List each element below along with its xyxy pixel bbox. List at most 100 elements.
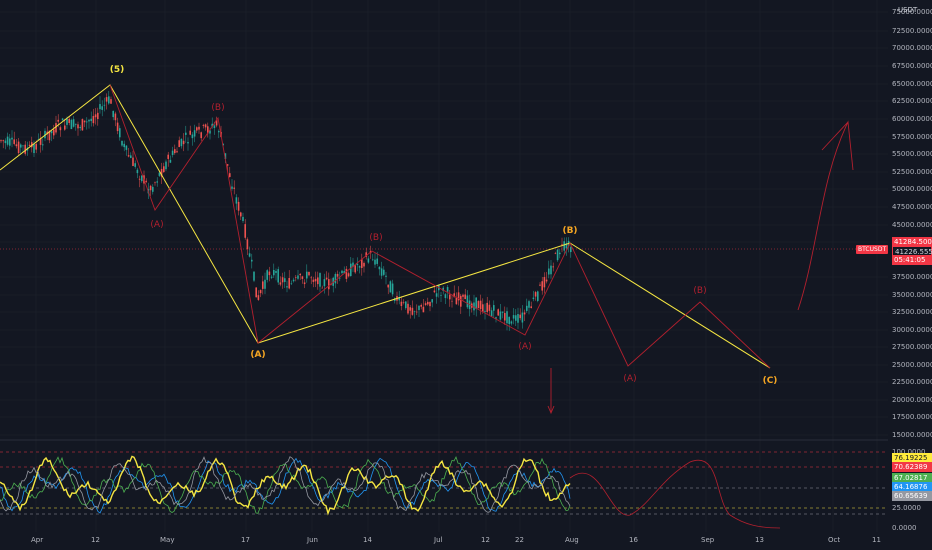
candle-body <box>418 305 420 311</box>
candle-body <box>44 130 46 139</box>
candle-body <box>187 142 189 144</box>
candle-body <box>444 294 447 299</box>
candle-body <box>301 276 304 279</box>
candle-body <box>484 310 486 312</box>
candle-body <box>325 277 328 280</box>
candle-body <box>457 292 460 301</box>
wave-label-sub-b1: (B) <box>211 103 225 113</box>
candle-body <box>215 120 218 126</box>
candle-body <box>286 286 288 288</box>
candle-body <box>550 265 552 275</box>
candle-body <box>556 249 559 261</box>
candle-body <box>176 151 178 153</box>
time-tick: 11 <box>872 536 881 544</box>
candle-body <box>226 164 229 166</box>
candle-body <box>475 297 477 309</box>
candle-body <box>545 279 548 282</box>
candle-body <box>380 268 383 276</box>
candle-body <box>532 297 535 299</box>
candle-body <box>429 302 431 307</box>
candle-body <box>565 243 568 249</box>
candle-body <box>460 295 462 307</box>
candle-body <box>209 130 211 134</box>
candle-body <box>521 312 524 323</box>
candle-body <box>407 303 409 314</box>
candle-body <box>4 140 7 144</box>
candle-body <box>50 131 53 134</box>
candle-body <box>48 130 51 141</box>
candle-body <box>385 275 387 277</box>
candle-body <box>233 187 235 189</box>
candlestick-series <box>0 90 572 331</box>
candle-body <box>114 113 117 121</box>
candle-body <box>70 119 73 130</box>
wave-label-main-a: (A) <box>250 350 266 360</box>
price-line-badge: 41284.50062 <box>892 237 932 247</box>
candle-body <box>455 297 458 305</box>
oscillator-value-badge: 67.02817 <box>892 473 932 483</box>
candle-body <box>123 143 125 148</box>
candle-body <box>512 315 515 319</box>
candle-body <box>539 284 541 286</box>
candle-body <box>537 291 539 302</box>
candle-body <box>88 119 90 122</box>
candle-body <box>416 311 418 313</box>
time-tick: Aug <box>565 536 579 544</box>
candle-body <box>152 186 154 192</box>
candle-body <box>244 224 246 238</box>
candle-body <box>347 273 350 277</box>
candle-body <box>295 277 297 278</box>
candle-body <box>528 301 530 308</box>
oscillator-value-badge: 60.65639 <box>892 491 932 501</box>
candle-body <box>341 270 343 274</box>
candle-body <box>90 118 92 122</box>
candle-body <box>387 284 389 288</box>
time-tick: May <box>160 536 175 544</box>
candle-body <box>497 309 499 316</box>
candle-body <box>154 182 156 184</box>
candle-body <box>57 119 59 122</box>
candle-body <box>132 157 134 166</box>
candle-body <box>464 294 466 300</box>
candle-body <box>55 123 57 133</box>
candle-body <box>145 180 147 182</box>
candle-body <box>13 139 15 144</box>
candle-body <box>189 130 191 135</box>
time-tick: Oct <box>828 536 841 544</box>
time-tick: Jul <box>434 536 443 544</box>
countdown-badge: 05:41:05 <box>892 255 932 265</box>
candle-body <box>490 310 493 317</box>
candle-body <box>42 144 44 146</box>
candle-body <box>319 273 321 287</box>
candle-body <box>196 127 198 131</box>
candle-body <box>0 140 2 142</box>
candle-body <box>160 168 163 177</box>
candle-body <box>356 263 359 266</box>
candle-body <box>158 172 161 176</box>
candle-body <box>515 315 517 321</box>
candle-body <box>345 268 348 279</box>
candle-body <box>255 287 257 298</box>
candle-body <box>81 119 84 131</box>
candle-body <box>273 269 275 276</box>
candle-body <box>451 300 453 302</box>
candle-body <box>400 301 403 306</box>
candle-body <box>352 262 354 267</box>
candle-body <box>9 138 11 146</box>
candle-body <box>334 273 337 284</box>
candle-body <box>22 145 24 147</box>
candle-body <box>79 126 81 129</box>
candle-body <box>125 145 128 150</box>
time-tick: Apr <box>31 536 44 544</box>
candle-body <box>493 305 495 311</box>
